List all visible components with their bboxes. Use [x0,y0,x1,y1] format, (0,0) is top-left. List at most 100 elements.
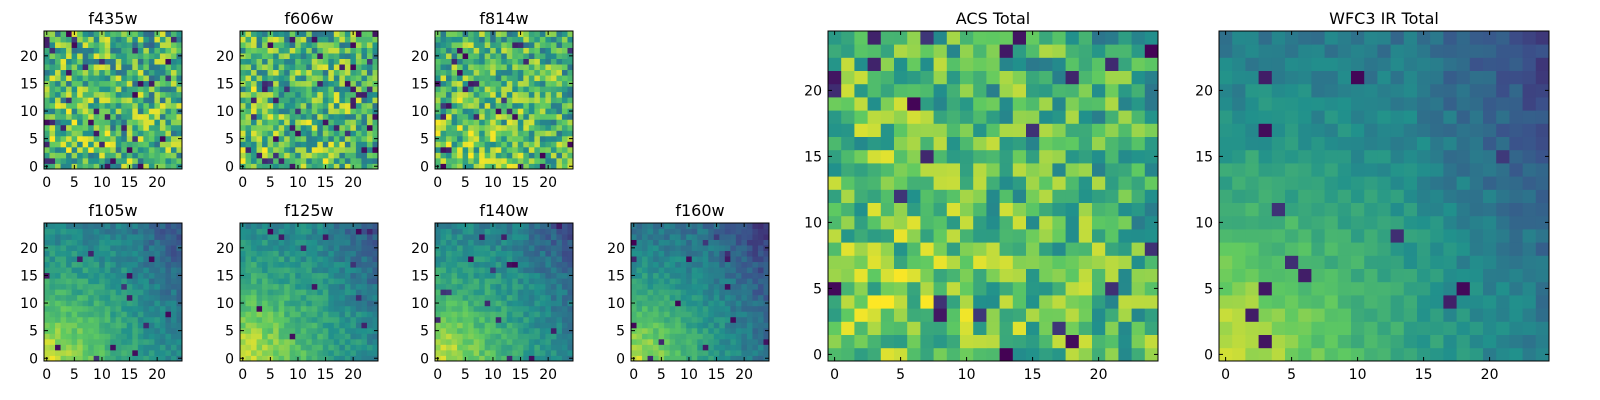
heatmap-cell [170,327,177,334]
heatmap-cell [278,300,285,307]
heatmap-cell [176,124,183,131]
heatmap-cell [457,157,463,164]
heatmap-cell [311,338,318,345]
heatmap-cell [686,267,693,274]
heatmap-cell [534,69,541,76]
heatmap-cell [137,300,144,307]
heatmap-cell [440,228,447,235]
heatmap-cell [462,86,469,93]
heatmap-cell [506,124,513,131]
heatmap-cell [99,272,106,279]
heatmap-cell [1026,268,1040,283]
heatmap-cell [66,355,72,362]
heatmap-cell [495,75,502,82]
heatmap-cell [115,31,122,37]
heatmap-cell [273,355,280,362]
heatmap-cell [534,338,541,345]
heatmap-cell [664,223,671,229]
heatmap-cell [262,141,268,148]
heatmap-cell [121,130,128,137]
heatmap-cell [245,349,252,356]
heatmap-cell [440,64,447,71]
y-tick-label: 0 [420,159,429,175]
heatmap-cell [132,91,139,98]
heatmap-cell [361,349,368,356]
heatmap-cell [344,141,351,148]
heatmap-cell [550,223,557,229]
heatmap-cell [561,130,568,137]
heatmap-cell [366,42,373,48]
heatmap-cell [735,349,742,356]
heatmap-cell [451,31,458,37]
heatmap-cell [484,250,491,257]
heatmap-cell [697,344,704,351]
heatmap-cell [647,267,654,274]
heatmap-cell [339,267,346,274]
heatmap-cell [148,91,155,98]
heatmap-cell [545,250,552,257]
heatmap-cell [165,102,172,109]
heatmap-cell [121,53,128,59]
heatmap-cell [93,256,100,263]
heatmap-cell [366,355,373,362]
heatmap-cell [473,234,480,240]
heatmap-cell [479,234,486,240]
heatmap-cell [99,250,106,257]
heatmap-cell [741,338,748,345]
heatmap-cell [115,322,122,329]
panel-title: f606w [284,9,333,28]
heatmap-cell [658,289,665,296]
heatmap-cell [121,300,128,307]
heatmap-cell [366,239,373,246]
heatmap-cell [473,69,480,76]
heatmap-cell [545,102,552,109]
heatmap-cell [273,349,280,356]
heatmap-cell [311,31,318,37]
heatmap-cell [1065,163,1080,177]
heatmap-cell [451,146,458,153]
heatmap-cell [344,344,351,351]
heatmap-cell [256,64,263,71]
heatmap-cell [339,256,346,263]
heatmap-cell [473,47,480,54]
x-tick-label: 0 [42,367,51,383]
heatmap-cell [517,289,524,296]
heatmap-cell [159,267,166,274]
heatmap-cell [680,278,687,285]
heatmap-cell [556,36,563,43]
heatmap-cell [245,135,252,142]
heatmap-cell [322,97,329,104]
heatmap-cell [539,146,546,153]
heatmap-cell [1118,229,1132,243]
heatmap-cell [556,53,563,59]
heatmap-cell [273,267,280,274]
heatmap-cell [295,234,302,240]
heatmap-cell [713,234,720,240]
heatmap-cell [110,289,117,296]
heatmap-cell [479,97,486,104]
heatmap-cell [468,311,475,318]
heatmap-cell [328,322,335,329]
heatmap-cell [60,152,67,159]
heatmap-cell [675,239,682,246]
heatmap-cell [77,256,84,263]
heatmap-cell [567,141,574,148]
heatmap-cell [278,278,285,285]
heatmap-cell [867,215,882,230]
heatmap-cell [60,349,67,356]
heatmap-cell [99,344,106,351]
heatmap-cell [746,333,753,340]
heatmap-cell [165,223,172,229]
heatmap-cell [556,152,563,159]
heatmap-cell [104,261,111,268]
heatmap-cell [240,283,246,290]
heatmap-cell [317,256,324,263]
heatmap-cell [517,97,524,104]
heatmap-cell [165,355,172,362]
heatmap-cell [457,58,463,65]
heatmap-cell [545,349,552,356]
heatmap-cell [170,250,177,257]
heatmap-cell [44,294,50,301]
heatmap-cell [333,256,340,263]
